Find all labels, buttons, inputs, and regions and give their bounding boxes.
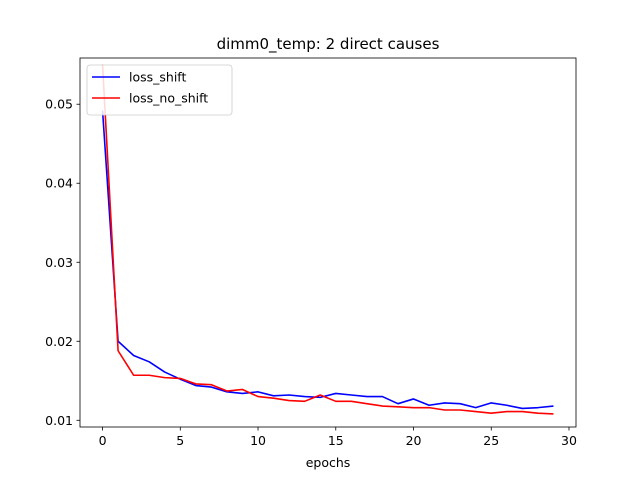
ticks: 0 5 10 15 20 25 30 0.01 0.02 0.03 0.04 0.05 bbox=[45, 97, 577, 448]
y-tick-label: 0.04 bbox=[45, 176, 73, 191]
legend-label: loss_no_shift bbox=[129, 91, 208, 106]
x-tick-label: 5 bbox=[176, 433, 184, 448]
x-tick-label: 30 bbox=[561, 433, 577, 448]
legend-box bbox=[86, 64, 233, 116]
y-tick-label: 0.02 bbox=[45, 334, 73, 349]
legend-label: loss_shift bbox=[129, 70, 186, 85]
x-tick-label: 20 bbox=[406, 433, 422, 448]
x-tick-label: 10 bbox=[250, 433, 266, 448]
y-tick-label: 0.01 bbox=[45, 413, 73, 428]
y-tick-label: 0.05 bbox=[45, 97, 73, 112]
y-tick-label: 0.03 bbox=[45, 255, 73, 270]
plot-area bbox=[101, 64, 554, 415]
x-tick-label: 25 bbox=[483, 433, 499, 448]
x-tick-label: 0 bbox=[99, 433, 107, 448]
chart-title: dimm0_temp: 2 direct causes bbox=[217, 35, 440, 54]
legend: loss_shift loss_no_shift bbox=[86, 64, 233, 116]
x-axis-label: epochs bbox=[306, 455, 351, 470]
x-tick-label: 15 bbox=[328, 433, 344, 448]
series-line-loss-no-shift bbox=[101, 64, 554, 415]
axes-frame bbox=[79, 57, 577, 428]
